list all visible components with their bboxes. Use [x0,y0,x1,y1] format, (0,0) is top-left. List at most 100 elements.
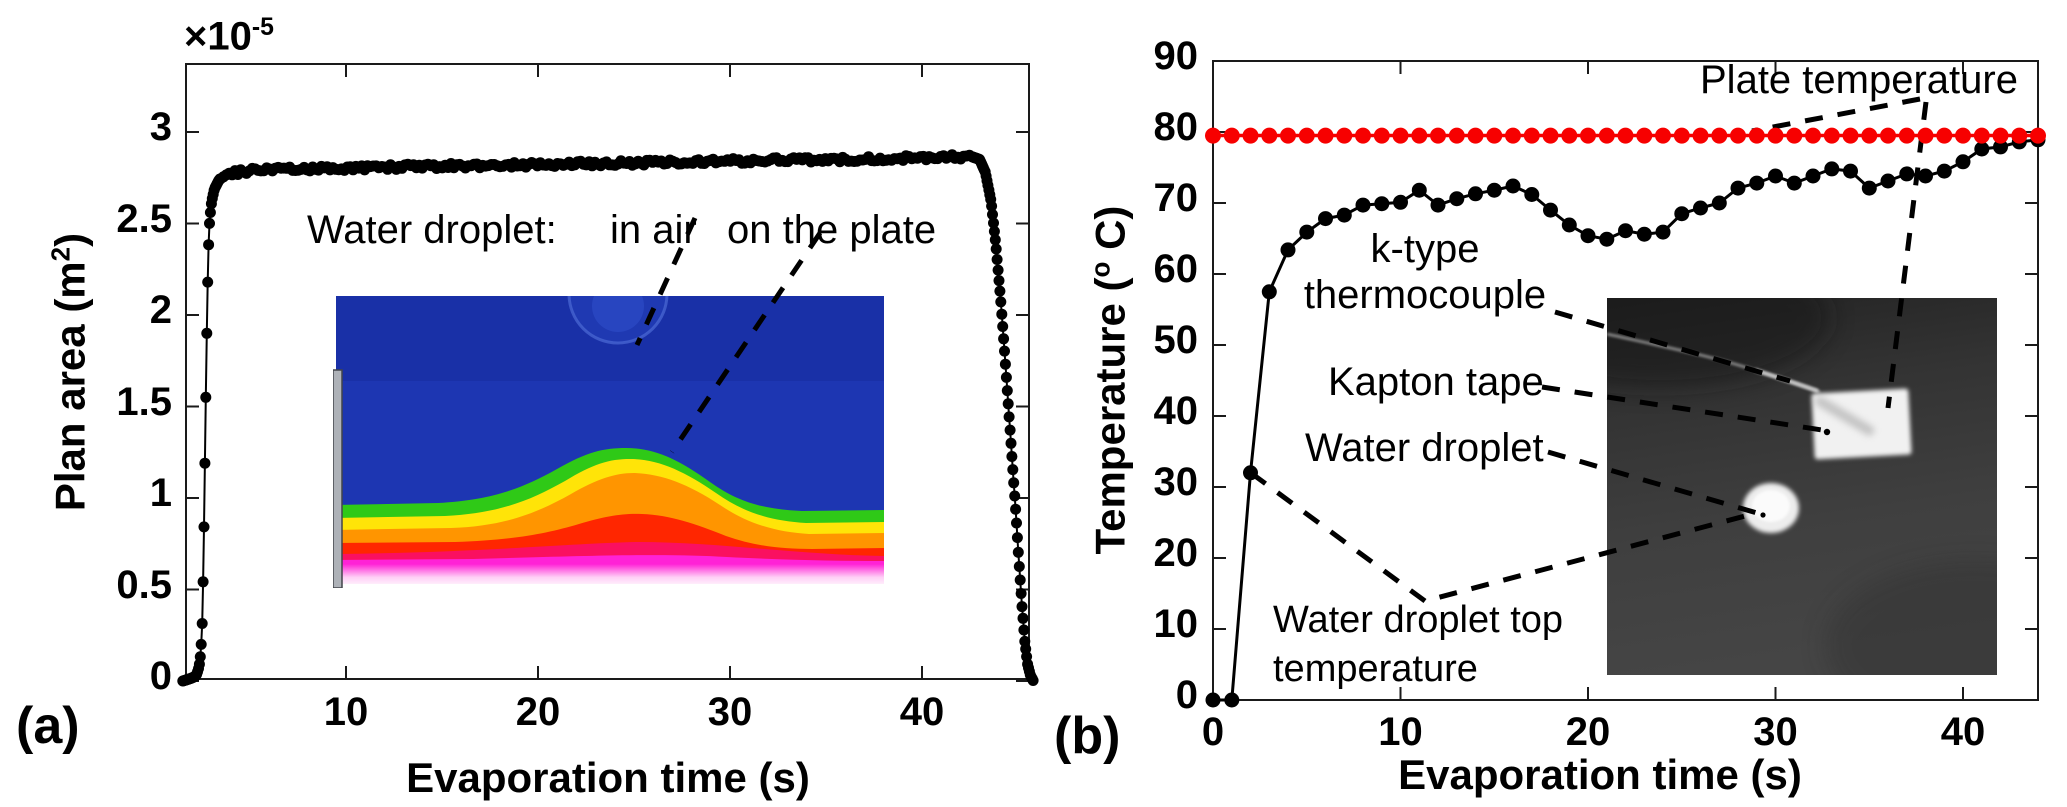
a-series-point [993,275,1005,287]
exponent-power: -5 [251,14,274,41]
b-black-point [1805,168,1821,184]
a-series-point [1013,561,1025,572]
photo-dark-corner [1607,298,1830,388]
b-black-point [1861,180,1877,196]
b-black-point [1918,168,1933,184]
b-black-point [1261,284,1277,300]
b-black-point [1674,206,1690,222]
a-inset-thermal-image [333,296,884,588]
a-series-point [995,296,1007,308]
b-annotation-water-droplet: Water droplet [1305,426,1544,470]
b-ylabel-close: C) [1086,205,1134,262]
b-x-axis-label: Evaporation time (s) [1398,751,1802,798]
a-series-point [997,321,1009,332]
a-series-point [988,217,999,229]
a-series-point [988,225,1000,237]
a-series-point [1018,624,1030,636]
pointer-water-droplet-top-temperature [1249,470,1746,604]
b-annotation-water-droplet-top-temperature: Water droplet top temperature [1273,599,1564,690]
b-red-point [1223,127,1240,144]
a-series-point [199,457,211,469]
pointer-kapton-tape [1541,384,1823,433]
a-series-point [195,638,207,650]
b-red-point [1767,127,1784,144]
a-series-point [999,358,1011,370]
b-red-point [1486,127,1503,144]
b-red-point [1355,127,1371,144]
b-red-point [1242,127,1259,144]
pointer-water-droplet [1547,449,1758,516]
a-series-point [1008,477,1020,489]
b-red-point [1636,127,1653,144]
a-series-point [986,200,998,212]
a-series-point [1017,612,1029,624]
b-red-point [1805,127,1821,144]
b-annotation-plate-temperature: Plate temperature [1700,58,2018,102]
kapton-tape-square [1811,388,1912,460]
b-red-point [1748,127,1765,144]
a-series-point [1000,371,1012,383]
b-black-point [1355,197,1371,213]
pointer-in-air [634,216,698,347]
b-red-point [1655,127,1671,144]
b-black-point [1468,186,1483,202]
b-black-point [1974,141,1990,157]
b-red-point [1448,127,1465,144]
b-red-point [1955,127,1971,144]
b-black-point [1599,231,1615,247]
pointer-droplet-end-dot [1760,512,1766,518]
b-inset-photo [1607,298,1997,675]
a-series-point [990,243,1002,255]
a-series-point [994,285,1006,297]
b-black-point [1524,187,1540,202]
b-black-point [1768,168,1783,184]
a-x-axis-label: Evaporation time (s) [406,754,810,801]
b-red-point [1692,127,1709,144]
b-black-point [1786,175,1802,191]
b-black-point [1449,191,1465,207]
a-series-point [202,276,214,288]
a-annotation-on-the-plate: on the plate [727,208,937,252]
a-series-point [996,308,1008,320]
b-black-point [1505,178,1521,194]
b-black-point [1580,228,1596,244]
photo-dark-bottom [1825,560,1997,675]
a-series-point [198,521,210,533]
exponent-base: ×10 [184,14,252,59]
b-red-point [1861,127,1878,144]
b-black-point [1430,197,1446,213]
b-red-point [1598,127,1615,144]
a-series-point [1004,424,1016,436]
a-series-point [200,391,212,403]
a-series-point [1007,464,1019,476]
a-series-point [204,207,216,218]
a-series-point [1010,503,1022,515]
b-black-point [1280,242,1296,258]
b-red-point [1673,127,1690,144]
a-series-point [204,217,215,229]
b-red-point [1711,127,1728,144]
a-y-exponent-label: ×10-5 [184,14,274,59]
thermocouple-tip-shadow [1814,396,1875,436]
b-red-point [1261,127,1278,144]
b-red-point [2011,127,2028,144]
panel-a-plot [177,63,1039,687]
b-black-point [1243,465,1258,481]
b-series-plate-temperature [1205,127,2046,144]
b-black-point [1205,692,1221,708]
a-y-axis-label: Plan area (m2) [46,233,95,511]
b-red-point [1205,127,1221,144]
b-black-point [1543,202,1558,218]
b-black-point [1936,163,1952,179]
b-black-point [1899,166,1915,182]
b-red-point [1786,127,1803,144]
b-black-point [1393,194,1408,210]
b-red-point [1936,127,1953,144]
b-red-point [2030,127,2046,144]
b-red-point [1392,127,1409,144]
pointer-kapton-end-dot [1823,428,1831,436]
b-red-point [1542,127,1559,144]
a-annotation-lines [634,216,823,454]
a-series-point [1016,601,1028,613]
